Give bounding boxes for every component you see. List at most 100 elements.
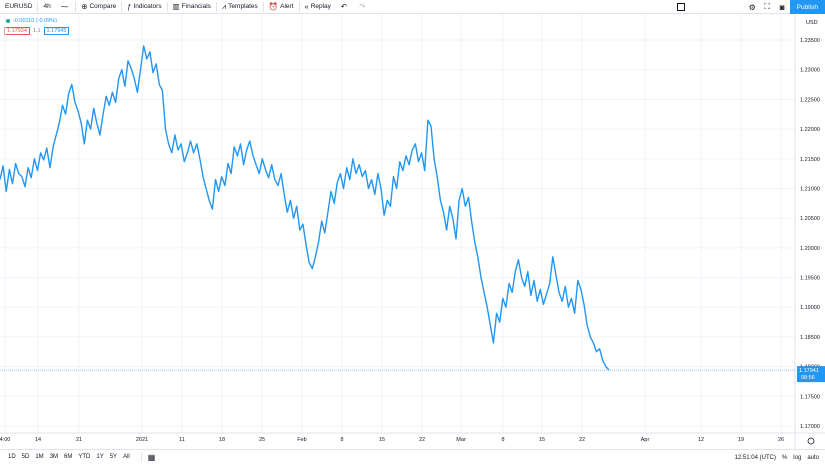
divider (140, 452, 142, 462)
range-button-6m[interactable]: 6M (64, 454, 73, 460)
undo-button[interactable]: ↶ (336, 0, 354, 14)
rewind-icon: « (304, 2, 309, 11)
y-tick-label: 1.23000 (800, 68, 820, 74)
range-button-5d[interactable]: 5D (21, 454, 30, 460)
bar-chart-icon: ▥ (172, 2, 180, 11)
x-tick-label: 12 (698, 437, 704, 443)
y-tick-label: 1.23500 (800, 38, 820, 44)
candle-countdown: 08:56 (801, 375, 815, 381)
replay-button[interactable]: «Replay (300, 0, 336, 14)
range-button-1d[interactable]: 1D (8, 454, 16, 460)
x-tick-label: 26 (778, 437, 784, 443)
divider (262, 1, 264, 12)
alert-button[interactable]: ⏰ Alert (264, 0, 299, 14)
x-tick-label: 15 (539, 437, 545, 443)
series-legend: -0.00110 (-0.09%) 1.17934 1.1 1.17945 (4, 18, 70, 35)
y-tick-label: 1.19000 (800, 305, 820, 311)
x-tick-label: 14 (35, 437, 41, 443)
status-dot-icon (6, 19, 10, 23)
y-tick-label: 1.22500 (800, 97, 820, 103)
financials-button[interactable]: ▥ Financials (168, 0, 216, 14)
buy-price-box[interactable]: 1.17945 (43, 27, 70, 35)
redo-icon: ↷ (359, 2, 366, 11)
fullscreen-icon[interactable]: ⛶ (764, 2, 770, 11)
divider (166, 1, 168, 12)
bottom-toolbar: 1D 5D 1M 3M 6M YTD 1Y 5Y All ▦ 12:51:04 (UTC) % … (0, 449, 825, 464)
plus-circle-icon: ⊕ (81, 2, 88, 11)
divider (37, 1, 39, 12)
x-tick-label: 8 (340, 437, 343, 443)
price-change: -0.00110 (-0.09%) (13, 18, 57, 24)
auto-toggle[interactable]: auto (807, 454, 819, 461)
range-button-5y[interactable]: 5Y (109, 454, 118, 460)
price-series-line (0, 45, 610, 371)
alert-label: Alert (280, 3, 294, 10)
x-tick-label: 4:00 (0, 437, 10, 443)
range-button-all[interactable]: All (123, 454, 130, 460)
x-tick-label: 2021 (136, 437, 148, 443)
y-tick-label: 1.22000 (800, 127, 820, 133)
x-tick-label: 19 (738, 437, 744, 443)
symbol-label: EURUSD (5, 3, 33, 10)
x-tick-label: 15 (379, 437, 385, 443)
x-tick-label: 22 (579, 437, 585, 443)
replay-label: Replay (310, 3, 331, 10)
y-tick-label: 1.19500 (800, 276, 820, 282)
toolbar-right: ⚙ ⛶ ◙ Publish (676, 0, 825, 14)
range-button-3m[interactable]: 3M (49, 454, 59, 460)
y-tick-label: 1.20500 (800, 216, 820, 222)
range-buttons: 1D 5D 1M 3M 6M YTD 1Y 5Y All (0, 454, 133, 460)
divider (298, 1, 300, 12)
templates-label: Templates (228, 3, 258, 10)
x-tick-label: Feb (297, 437, 306, 443)
current-price-tag (797, 366, 825, 383)
interval-label: 4h (43, 3, 51, 10)
x-tick-label: 22 (419, 437, 425, 443)
log-toggle[interactable]: log (793, 454, 802, 461)
redo-button[interactable]: ↷ (354, 0, 372, 14)
y-tick-label: 1.21500 (800, 157, 820, 163)
bottom-right: 12:51:04 (UTC) % log auto (735, 450, 825, 464)
x-tick-label: 21 (76, 437, 82, 443)
settings-gear-icon[interactable]: ⚙ (748, 2, 756, 12)
compare-button[interactable]: ⊕ Compare (76, 0, 121, 14)
templates-button[interactable]: ⩘ Templates (217, 0, 263, 14)
x-tick-label: Apr (641, 437, 650, 443)
chart-type-button[interactable]: ⁓ (56, 0, 76, 14)
symbol-search[interactable]: EURUSD (0, 0, 37, 14)
financials-label: Financials (181, 3, 211, 10)
indicators-label: Indicators (133, 3, 162, 10)
date-range-icon[interactable]: ▦ (147, 452, 156, 462)
divider (121, 1, 123, 12)
fx-icon: ƒ (127, 2, 132, 11)
x-tick-label: 8 (501, 437, 504, 443)
range-button-1m[interactable]: 1M (35, 454, 44, 460)
clock-display[interactable]: 12:51:04 (UTC) (734, 454, 776, 461)
x-tick-label: 25 (259, 437, 265, 443)
indicators-button[interactable]: ƒ Indicators (122, 0, 166, 14)
templates-icon: ⩘ (221, 1, 227, 11)
axis-settings-icon[interactable] (807, 437, 815, 445)
interval-button[interactable]: 4h (38, 0, 55, 14)
price-chart[interactable]: USD 1.23500 1.23000 1.22500 1.22000 1.21500 1… (0, 14, 825, 449)
line-chart-icon: ⁓ (60, 2, 69, 11)
top-toolbar: EURUSD 4h ⁓ ⊕ Compare ƒ Indicators ▥ Financ… (0, 0, 825, 14)
chart-grid (0, 14, 795, 433)
undo-icon: ↶ (340, 2, 348, 11)
range-button-ytd[interactable]: YTD (78, 454, 91, 460)
publish-button[interactable]: Publish (789, 0, 825, 14)
sell-price-box[interactable]: 1.17934 (4, 27, 30, 35)
spread-value: 1.1 (32, 28, 41, 34)
compare-label: Compare (89, 3, 117, 10)
x-tick-label: 11 (179, 437, 185, 443)
divider (75, 1, 77, 12)
y-tick-label: 1.21000 (800, 186, 820, 192)
range-button-1y[interactable]: 1Y (96, 454, 104, 460)
divider (215, 1, 217, 12)
percent-toggle[interactable]: % (781, 454, 788, 461)
alarm-clock-icon: ⏰ (268, 2, 279, 11)
camera-icon[interactable]: ◙ (779, 2, 785, 12)
y-tick-label: 1.17500 (800, 394, 820, 400)
layout-square-icon[interactable] (676, 3, 685, 11)
currency-label: USD (806, 20, 818, 26)
